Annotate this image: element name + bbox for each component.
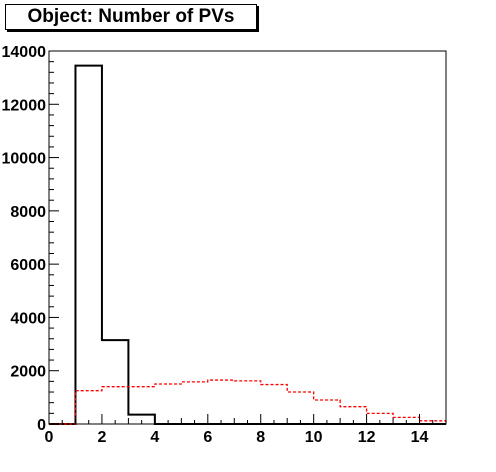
y-tick-label: 8000 xyxy=(10,204,46,221)
x-tick-label: 6 xyxy=(203,429,212,446)
y-tick-label: 10000 xyxy=(2,151,47,168)
plot-frame xyxy=(48,50,447,425)
chart-title: Object: Number of PVs xyxy=(5,4,257,30)
series-0-outline xyxy=(49,64,446,425)
x-tick-label: 8 xyxy=(256,429,265,446)
y-tick-label: 14000 xyxy=(2,44,47,61)
series-layer xyxy=(49,64,447,425)
series-1-outline xyxy=(49,379,447,425)
axis-layer: 0 2 4 6 8 10 12 14 0 2000 4000 6000 8000 10000 12000 14… xyxy=(2,44,447,446)
x-tick-label: 12 xyxy=(358,429,376,446)
y-tick-label: 6000 xyxy=(10,257,46,274)
y-tick-label: 0 xyxy=(37,417,46,434)
x-tick-label: 4 xyxy=(150,429,159,446)
y-tick-label: 2000 xyxy=(10,364,46,381)
y-tick-label: 12000 xyxy=(2,97,47,114)
x-tick-label: 14 xyxy=(411,429,429,446)
x-tick-label: 10 xyxy=(305,429,323,446)
y-tick-label: 4000 xyxy=(10,310,46,327)
x-tick-label: 0 xyxy=(45,429,54,446)
x-tick-label: 2 xyxy=(97,429,106,446)
